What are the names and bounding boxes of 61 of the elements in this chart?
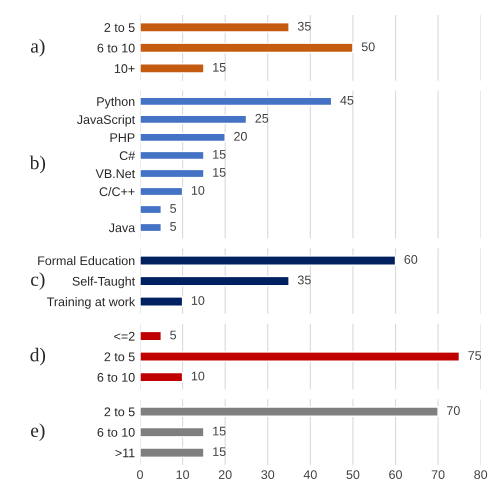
y-tick-label: Training at work — [46, 297, 136, 309]
y-axis-title: e) — [31, 423, 45, 441]
y-tick-label: Formal Education — [38, 256, 134, 266]
y-tick-label: 6 to 10 — [98, 44, 135, 52]
y-tick-label: Self-Taught — [72, 276, 136, 288]
bar — [140, 96, 332, 106]
x-tick-label: 20 — [218, 470, 232, 480]
x-tick-label: 70 — [432, 470, 445, 480]
x-tick-label: 40 — [304, 470, 317, 480]
data-label: 15 — [213, 447, 226, 456]
bar — [140, 186, 184, 196]
y-axis-title: b) — [30, 156, 46, 174]
y-tick-label: Python — [97, 96, 134, 108]
y-axis-title: d) — [30, 348, 46, 366]
bar — [140, 114, 248, 124]
y-tick-label: <=2 — [114, 332, 135, 341]
data-label: 35 — [298, 22, 311, 31]
data-label: 10 — [192, 186, 204, 195]
data-label: 25 — [255, 114, 268, 123]
y-tick-label: 2 to 5 — [104, 352, 135, 362]
y-tick-label: 10+ — [114, 64, 135, 74]
bar — [140, 168, 205, 178]
bar — [140, 150, 205, 160]
bar — [140, 132, 226, 142]
data-label: 45 — [340, 96, 354, 105]
y-tick-label: JavaScript — [76, 114, 136, 127]
x-tick-label: 50 — [346, 470, 360, 480]
y-tick-label: 6 to 10 — [98, 372, 135, 382]
y-tick-label: 6 to 10 — [98, 428, 135, 437]
data-label: 15 — [213, 150, 226, 159]
data-label: 50 — [362, 42, 375, 52]
y-axis-title: a) — [30, 39, 45, 57]
data-label: 5 — [170, 204, 176, 213]
bar — [140, 222, 162, 232]
x-tick-label: 60 — [389, 470, 402, 480]
y-tick-label: VB.Net — [96, 169, 136, 178]
x-tick-label: 80 — [474, 470, 488, 480]
data-label: 15 — [213, 426, 226, 436]
y-axis-title: c) — [31, 272, 45, 290]
y-tick-label: C# — [120, 151, 136, 160]
y-tick-label: C/C++ — [100, 186, 135, 196]
y-tick-label: PHP — [110, 133, 134, 142]
data-label: 10 — [192, 296, 204, 305]
data-label: 20 — [234, 132, 247, 141]
y-tick-label: 2 to 5 — [104, 23, 135, 32]
bar — [140, 204, 162, 214]
data-label: 5 — [170, 330, 176, 340]
data-label: 15 — [213, 63, 226, 72]
data-label: 35 — [298, 276, 311, 284]
data-label: 5 — [170, 222, 176, 231]
x-tick-label: 10 — [176, 470, 190, 480]
data-label: 75 — [468, 351, 482, 360]
data-label: 60 — [404, 255, 418, 264]
y-tick-label: >11 — [115, 448, 135, 458]
data-label: 10 — [192, 372, 204, 380]
x-tick-label: 30 — [261, 470, 274, 480]
y-tick-label: 2 to 5 — [104, 407, 135, 416]
data-label: 15 — [213, 168, 226, 177]
data-label: 70 — [447, 406, 460, 415]
y-tick-label: Java — [108, 223, 136, 232]
x-tick-label: 0 — [137, 470, 143, 480]
